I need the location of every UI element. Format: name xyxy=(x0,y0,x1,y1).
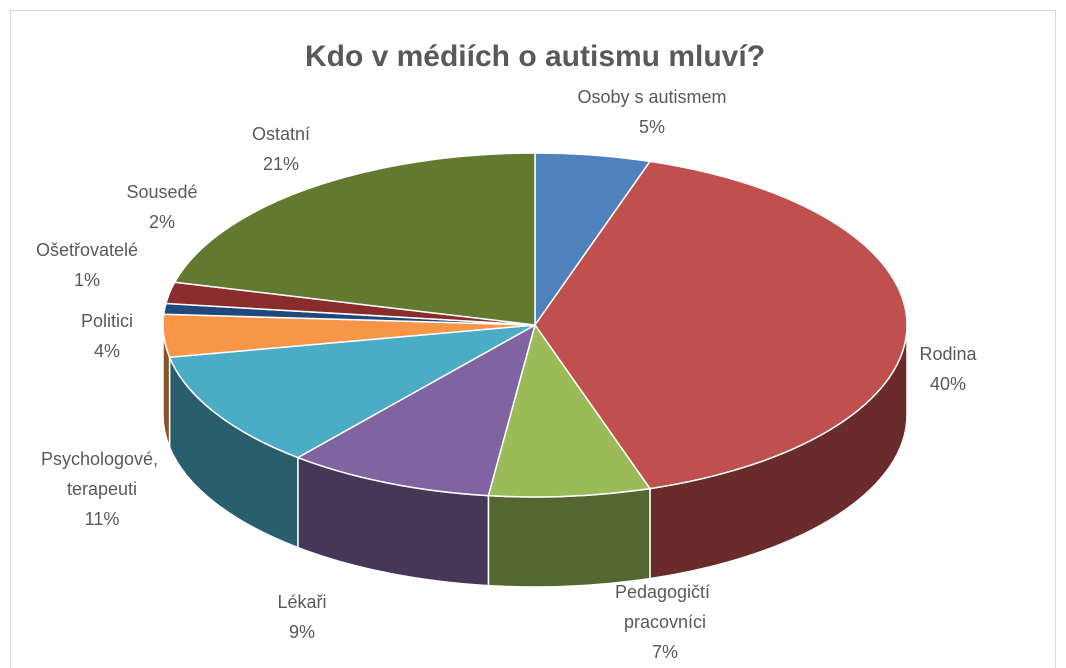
data-label-value: 11% xyxy=(85,509,120,529)
data-label-category: Rodina xyxy=(919,344,977,364)
pie-slice xyxy=(487,323,652,498)
data-label-value: 40% xyxy=(930,374,966,394)
data-label-category: Ostatní xyxy=(252,124,310,144)
pie-slice xyxy=(296,323,537,497)
data-label-category: Sousedé xyxy=(126,182,197,202)
data-label-value: 4% xyxy=(94,341,120,361)
data-label-category: Politici xyxy=(81,311,133,331)
pie-slice xyxy=(168,324,536,459)
data-label-category: Lékaři xyxy=(277,592,326,612)
data-label-value: 5% xyxy=(639,117,665,137)
chart-title: Kdo v médiích o autismu mluví? xyxy=(305,40,765,73)
data-label-category: Ošetřovatelé xyxy=(36,240,138,260)
data-label-value: 7% xyxy=(652,642,678,662)
data-label-category: Osoby s autismem xyxy=(577,87,726,107)
pie-side xyxy=(487,487,651,588)
data-label-value: 1% xyxy=(74,270,100,290)
pie-slice xyxy=(534,160,908,490)
data-label-value: 9% xyxy=(289,622,315,642)
data-label-value: 21% xyxy=(263,154,299,174)
data-label-value: 2% xyxy=(149,212,175,232)
data-label-category: Pedagogičtí pracovníci xyxy=(615,582,715,632)
data-label-category: Psychologové, terapeuti xyxy=(41,449,163,499)
pie-slice xyxy=(173,152,536,326)
